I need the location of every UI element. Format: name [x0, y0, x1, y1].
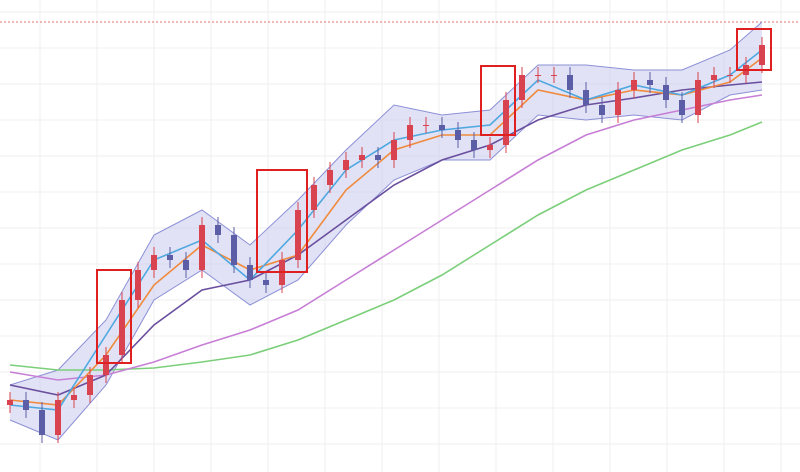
candle-body	[167, 255, 173, 260]
candle-body	[375, 155, 381, 160]
candle-body	[391, 140, 397, 160]
candle-body	[727, 75, 733, 76]
candle-body	[295, 210, 301, 260]
candle-body	[567, 75, 573, 90]
candle-body	[695, 80, 701, 115]
candle-body	[535, 75, 541, 76]
highlight-box	[480, 65, 516, 136]
candle-body	[263, 280, 269, 285]
candle-body	[103, 355, 109, 375]
candle-body	[663, 85, 669, 100]
candle-body	[7, 400, 13, 405]
candle-body	[151, 255, 157, 270]
candle-body	[183, 260, 189, 270]
candle-body	[71, 395, 77, 400]
candle-body	[679, 100, 685, 115]
candle-body	[247, 265, 253, 280]
candle-body	[407, 125, 413, 140]
moving-average	[9, 121, 763, 371]
candle-body	[647, 80, 653, 85]
candle-body	[199, 225, 205, 270]
highlight-box	[256, 169, 308, 273]
candle-body	[135, 270, 141, 300]
candle-body	[87, 375, 93, 395]
candle-body	[711, 75, 717, 80]
candle-body	[423, 125, 429, 126]
band-area	[10, 22, 762, 440]
candle-body	[519, 75, 525, 100]
candle-body	[359, 155, 365, 160]
moving-average	[9, 94, 763, 381]
moving-average	[9, 81, 763, 396]
candle-body	[599, 105, 605, 115]
candle-body	[119, 300, 125, 355]
candle-body	[759, 45, 765, 65]
candle-body	[231, 235, 237, 265]
candle-body	[39, 410, 45, 435]
candle-body	[455, 130, 461, 140]
candle-body	[23, 400, 29, 410]
candle-body	[503, 100, 509, 145]
highlight-box	[96, 269, 132, 364]
candle-body	[439, 125, 445, 130]
candle-body	[327, 170, 333, 185]
plot	[0, 21, 800, 443]
candle-body	[311, 185, 317, 210]
candle-body	[615, 90, 621, 115]
candle-body	[343, 160, 349, 170]
candle-body	[583, 90, 589, 105]
candle-body	[631, 80, 637, 90]
highlight-box	[736, 28, 772, 71]
candle-body	[551, 75, 557, 76]
candle-body	[55, 400, 61, 435]
candle-body	[487, 145, 493, 150]
candle-body	[471, 140, 477, 150]
candle-body	[215, 225, 221, 235]
